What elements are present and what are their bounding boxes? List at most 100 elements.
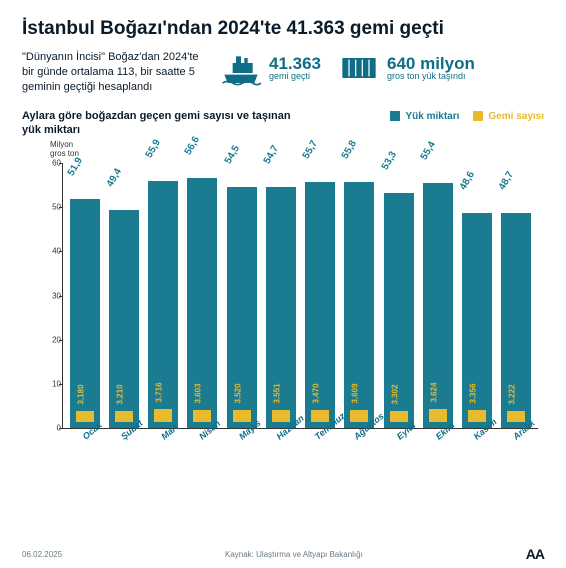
bar-column: 55,83.609Ağustos bbox=[344, 163, 374, 428]
cargo-bar-label: 55,8 bbox=[340, 138, 359, 160]
legend-ships: Gemi sayısı bbox=[473, 111, 544, 122]
ships-label: 3.470 bbox=[312, 383, 321, 403]
ships-label: 3.356 bbox=[469, 384, 478, 404]
ships-bar bbox=[507, 411, 525, 422]
legend-cargo-swatch bbox=[390, 111, 400, 121]
cargo-bar-label: 54,7 bbox=[262, 143, 281, 165]
cargo-bar-label: 49,4 bbox=[105, 167, 124, 189]
y-tick: 60 bbox=[39, 159, 61, 168]
bar-column: 51,93.180Ocak bbox=[70, 163, 100, 428]
cargo-bar-label: 48,6 bbox=[458, 170, 477, 192]
cargo-bar: 49,43.210 bbox=[109, 210, 139, 428]
ships-mini: 3.210 bbox=[115, 411, 133, 422]
stat-ships-label: gemi geçti bbox=[269, 72, 321, 82]
y-tick: 30 bbox=[39, 291, 61, 300]
bar-column: 55,43.624Ekim bbox=[423, 163, 453, 428]
cargo-bar: 53,33.302 bbox=[384, 193, 414, 428]
ships-bar bbox=[429, 409, 447, 422]
footer-source: Kaynak: Ulaştırma ve Altyapı Bakanlığı bbox=[225, 550, 363, 559]
y-tick: 40 bbox=[39, 247, 61, 256]
ships-bar bbox=[390, 411, 408, 423]
cargo-bar: 51,93.180 bbox=[70, 199, 100, 428]
legend-ships-swatch bbox=[473, 111, 483, 121]
ships-mini: 3.222 bbox=[507, 411, 525, 422]
cargo-bar-label: 55,4 bbox=[419, 140, 438, 162]
cargo-bar: 54,53.520 bbox=[227, 187, 257, 428]
container-icon bbox=[339, 50, 379, 86]
cargo-bar-label: 53,3 bbox=[379, 149, 398, 171]
ships-label: 3.222 bbox=[508, 384, 517, 404]
cargo-bar-label: 55,7 bbox=[301, 139, 320, 161]
cargo-bar-label: 56,6 bbox=[183, 135, 202, 157]
stat-ships-value: 41.363 bbox=[269, 55, 321, 72]
ships-mini: 3.609 bbox=[350, 410, 368, 423]
ships-label: 3.603 bbox=[194, 383, 203, 403]
cargo-bar-label: 55,9 bbox=[144, 138, 163, 160]
cargo-bar: 55,73.470 bbox=[305, 182, 335, 428]
ships-label: 3.716 bbox=[155, 383, 164, 403]
footer-date: 06.02.2025 bbox=[22, 550, 62, 559]
ships-mini: 3.603 bbox=[193, 410, 211, 423]
bar-column: 53,33.302Eylül bbox=[384, 163, 414, 428]
ships-bar bbox=[115, 411, 133, 422]
cargo-bar: 55,43.624 bbox=[423, 183, 453, 428]
bar-column: 48,63.356Kasım bbox=[462, 163, 492, 428]
bars-container: 51,93.180Ocak 49,43.210Şubat 55,93.716Mart… bbox=[63, 163, 538, 428]
legend-ships-label: Gemi sayısı bbox=[488, 111, 544, 122]
plot: 0102030405060 51,93.180Ocak49,43.210Şuba… bbox=[62, 163, 538, 429]
page-title: İstanbul Boğazı'ndan 2024'te 41.363 gemi… bbox=[22, 18, 544, 40]
bar-column: 54,73.551Haziran bbox=[266, 163, 296, 428]
bar-column: 55,93.716Mart bbox=[148, 163, 178, 428]
ships-label: 3.624 bbox=[429, 383, 438, 403]
ships-label: 3.180 bbox=[76, 384, 85, 404]
ships-bar bbox=[154, 409, 172, 422]
footer: 06.02.2025 Kaynak: Ulaştırma ve Altyapı … bbox=[22, 546, 544, 562]
bar-column: 55,73.470Temmuz bbox=[305, 163, 335, 428]
ships-mini: 3.180 bbox=[76, 411, 94, 422]
ships-bar bbox=[272, 410, 290, 422]
y-tick: 10 bbox=[39, 379, 61, 388]
subtitle: "Dünyanın İncisi" Boğaz'dan 2024'te bir … bbox=[22, 50, 207, 95]
cargo-bar: 56,63.603 bbox=[187, 178, 217, 428]
ships-label: 3.551 bbox=[272, 383, 281, 403]
ship-icon bbox=[221, 50, 261, 86]
ships-mini: 3.551 bbox=[272, 410, 290, 422]
footer-logo: AA bbox=[526, 546, 544, 562]
ships-mini: 3.520 bbox=[233, 410, 251, 422]
legend-cargo-label: Yük miktarı bbox=[405, 111, 459, 122]
cargo-bar: 48,73.222 bbox=[501, 213, 531, 428]
legend-cargo: Yük miktarı bbox=[390, 111, 459, 122]
bar-column: 54,53.520Mayıs bbox=[227, 163, 257, 428]
ships-label: 3.210 bbox=[115, 384, 124, 404]
ships-bar bbox=[193, 410, 211, 423]
y-tick: 20 bbox=[39, 335, 61, 344]
ships-mini: 3.356 bbox=[468, 410, 486, 422]
y-tick: 0 bbox=[39, 424, 61, 433]
ships-bar bbox=[311, 410, 329, 422]
ships-mini: 3.302 bbox=[390, 411, 408, 423]
cargo-bar: 55,93.716 bbox=[148, 181, 178, 428]
y-tick: 50 bbox=[39, 203, 61, 212]
cargo-bar-label: 51,9 bbox=[65, 156, 84, 178]
ships-mini: 3.470 bbox=[311, 410, 329, 422]
ships-label: 3.609 bbox=[351, 383, 360, 403]
cargo-bar: 54,73.551 bbox=[266, 187, 296, 429]
ships-mini: 3.624 bbox=[429, 409, 447, 422]
cargo-bar-label: 54,5 bbox=[222, 144, 241, 166]
ships-bar bbox=[233, 410, 251, 422]
chart-subtitle: Aylara göre boğazdan geçen gemi sayısı v… bbox=[22, 109, 302, 138]
ships-bar bbox=[76, 411, 94, 422]
cargo-bar: 55,83.609 bbox=[344, 182, 374, 428]
bar-column: 48,73.222Aralık bbox=[501, 163, 531, 428]
bar-column: 49,43.210Şubat bbox=[109, 163, 139, 428]
stat-cargo-value: 640 milyon bbox=[387, 55, 475, 72]
chart-area: Milyon gros ton 0102030405060 51,93.180O… bbox=[32, 143, 544, 473]
ships-label: 3.520 bbox=[233, 383, 242, 403]
ships-mini: 3.716 bbox=[154, 409, 172, 422]
stat-cargo-label: gros ton yük taşındı bbox=[387, 72, 475, 82]
ships-bar bbox=[350, 410, 368, 423]
cargo-bar: 48,63.356 bbox=[462, 213, 492, 428]
ships-bar bbox=[468, 410, 486, 422]
stats: 41.363 gemi geçti 640 milyon gros ton yü… bbox=[221, 50, 475, 86]
mid-row: Aylara göre boğazdan geçen gemi sayısı v… bbox=[22, 109, 544, 138]
